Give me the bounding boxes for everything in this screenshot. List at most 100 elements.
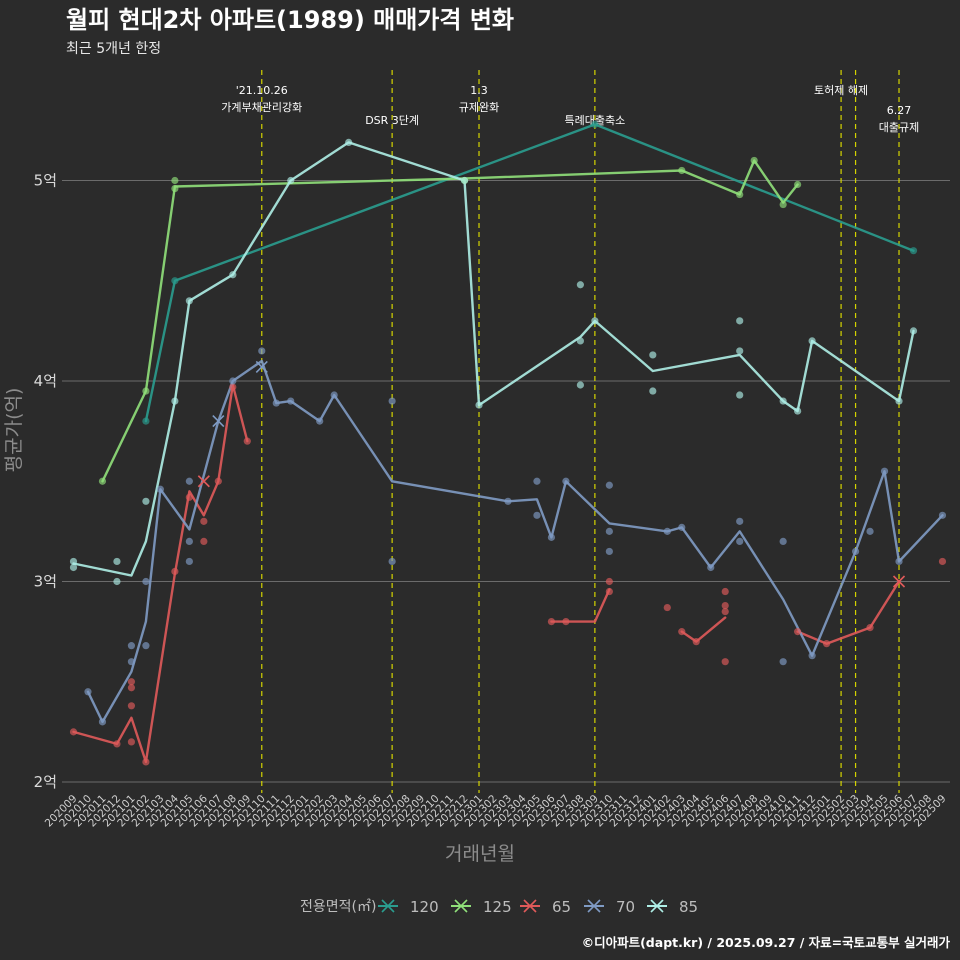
legend: 전용면적(㎡) 120 125 65 70 85 [300,898,698,916]
data-point-85 [113,557,121,566]
annotation-label: 가계부채관리강화 [221,101,302,114]
data-point-125 [171,176,179,185]
data-point-70 [127,658,136,666]
data-point-85 [475,401,483,409]
y-tick-label: 4억 [34,372,57,390]
series-line-120 [144,123,915,423]
data-point-125 [794,180,802,189]
legend-label: 65 [552,898,571,916]
data-point-70 [736,517,744,525]
data-point-85 [591,317,599,325]
data-point-65 [127,702,136,710]
data-point-120 [171,277,179,285]
annotation-label: 6.27 [887,104,912,117]
data-point-65 [866,624,874,632]
data-point-65 [794,628,802,636]
legend-key-cross [587,899,601,913]
data-point-70 [316,417,324,425]
data-point-70 [866,527,874,535]
data-point-85 [287,176,295,185]
data-point-65 [127,684,136,692]
data-point-85 [69,557,78,566]
data-point-85 [779,397,787,405]
data-point-65 [69,728,78,736]
data-point-85 [229,271,237,279]
data-point-85 [142,497,150,505]
data-point-70 [229,377,237,385]
data-point-65 [692,638,700,646]
series-line-65 [550,588,611,623]
data-point-85 [576,337,584,345]
cross-marker-65 [197,475,210,488]
data-point-65 [605,587,613,596]
legend-key-cross [381,899,395,913]
cross-marker-65 [892,575,906,588]
data-point-70 [388,397,396,405]
data-point-85 [909,327,918,335]
data-point-85 [576,381,584,389]
chart-subtitle: 최근 5개년 한정 [66,41,161,57]
legend-item-85: 85 [647,898,698,916]
data-point-125 [678,166,686,175]
y-tick-label: 5억 [34,172,57,190]
y-axis-title: 평균가(억) [3,388,25,473]
data-point-70 [779,658,787,666]
cross-marker-70 [255,360,268,374]
data-point-65 [823,640,831,648]
data-point-85 [808,337,816,345]
data-point-70 [938,511,947,519]
series-line-65 [796,580,901,645]
data-point-85 [576,281,584,289]
annotation-label: '21.10.26 [236,84,288,97]
data-point-65 [562,618,570,626]
data-point-70 [851,547,860,556]
data-point-65 [200,517,208,525]
data-point-65 [678,628,686,636]
data-point-85 [185,297,193,305]
annotation-label: 1.3 [470,84,488,97]
legend-title: 전용면적(㎡) [300,899,376,915]
legend-label: 70 [616,898,635,916]
data-point-85 [345,138,353,147]
annotation-label: DSR 3단계 [365,114,419,127]
data-point-85 [649,387,657,395]
y-tick-label: 2억 [34,773,57,791]
data-point-70 [605,481,613,489]
data-point-70 [388,557,396,566]
legend-key-cross [523,899,537,913]
data-point-70 [678,523,686,531]
data-point-125 [142,387,150,395]
chart-caption: ©디아파트(dapt.kr) / 2025.09.27 / 자료=국토교통부 실… [582,935,951,950]
data-point-85 [794,407,802,415]
data-point-70 [287,397,295,405]
data-point-70 [547,533,556,541]
x-axis-title: 거래년월 [445,843,515,865]
data-point-85 [736,347,744,355]
legend-label: 125 [483,898,512,916]
data-point-65 [142,758,150,766]
data-point-65 [113,740,121,748]
data-point-85 [113,577,121,586]
data-point-85 [895,397,903,405]
legend-label: 120 [410,898,439,916]
data-point-65 [171,567,179,576]
data-point-85 [736,317,744,325]
legend-label: 85 [679,898,698,916]
data-point-125 [736,190,744,199]
data-point-65 [185,493,193,501]
annotation-label: 특례대출축소 [565,114,626,127]
legend-key-cross [650,899,664,913]
data-point-70 [142,577,150,586]
data-point-70 [663,527,671,535]
data-point-70 [533,477,541,485]
data-point-120 [142,417,150,425]
data-point-70 [185,557,193,566]
data-point-65 [721,587,729,596]
data-point-65 [663,603,671,612]
data-point-70 [330,391,338,399]
data-point-65 [243,437,251,445]
data-point-125 [98,477,107,485]
data-point-65 [721,607,729,616]
data-point-85 [649,351,657,359]
